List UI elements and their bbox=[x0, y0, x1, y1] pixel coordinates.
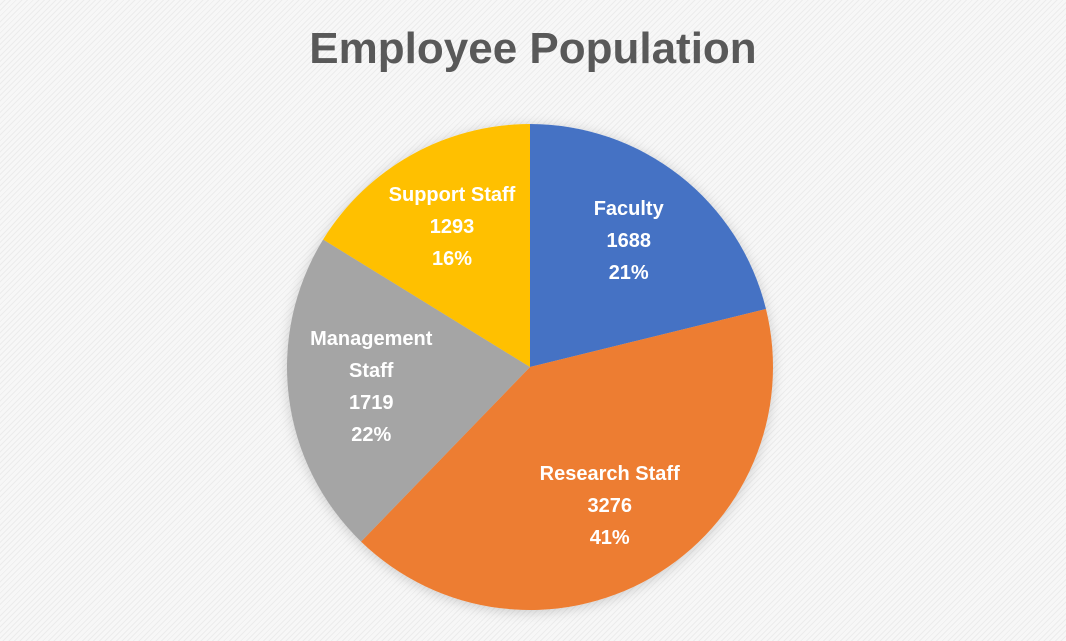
data-label: Research Staff 3276 41% bbox=[529, 458, 691, 554]
label-percent: 21% bbox=[608, 262, 649, 285]
label-percent: 41% bbox=[589, 526, 630, 549]
label-value: 1688 bbox=[606, 230, 651, 253]
pie-slice bbox=[287, 239, 530, 542]
data-label: Support Staff 1293 16% bbox=[371, 179, 533, 275]
chart-title: Employee Population bbox=[309, 24, 757, 73]
pie bbox=[287, 124, 774, 611]
pie-slice bbox=[530, 124, 766, 367]
label-value: 1719 bbox=[348, 391, 394, 414]
label-category: Support Staff bbox=[388, 184, 516, 207]
pie-slice bbox=[323, 124, 530, 367]
label-category: Research Staff bbox=[539, 462, 680, 485]
data-label: Faculty 1688 21% bbox=[548, 193, 710, 289]
label-percent: 16% bbox=[431, 248, 472, 271]
label-value: 3276 bbox=[587, 494, 632, 517]
label-value: 1293 bbox=[429, 216, 475, 239]
label-category: Management Staff bbox=[310, 327, 433, 382]
data-label: Management Staff 1719 22% bbox=[290, 323, 452, 451]
label-category: Faculty bbox=[593, 198, 664, 221]
pie-slice bbox=[361, 308, 774, 611]
label-percent: 22% bbox=[351, 423, 392, 446]
